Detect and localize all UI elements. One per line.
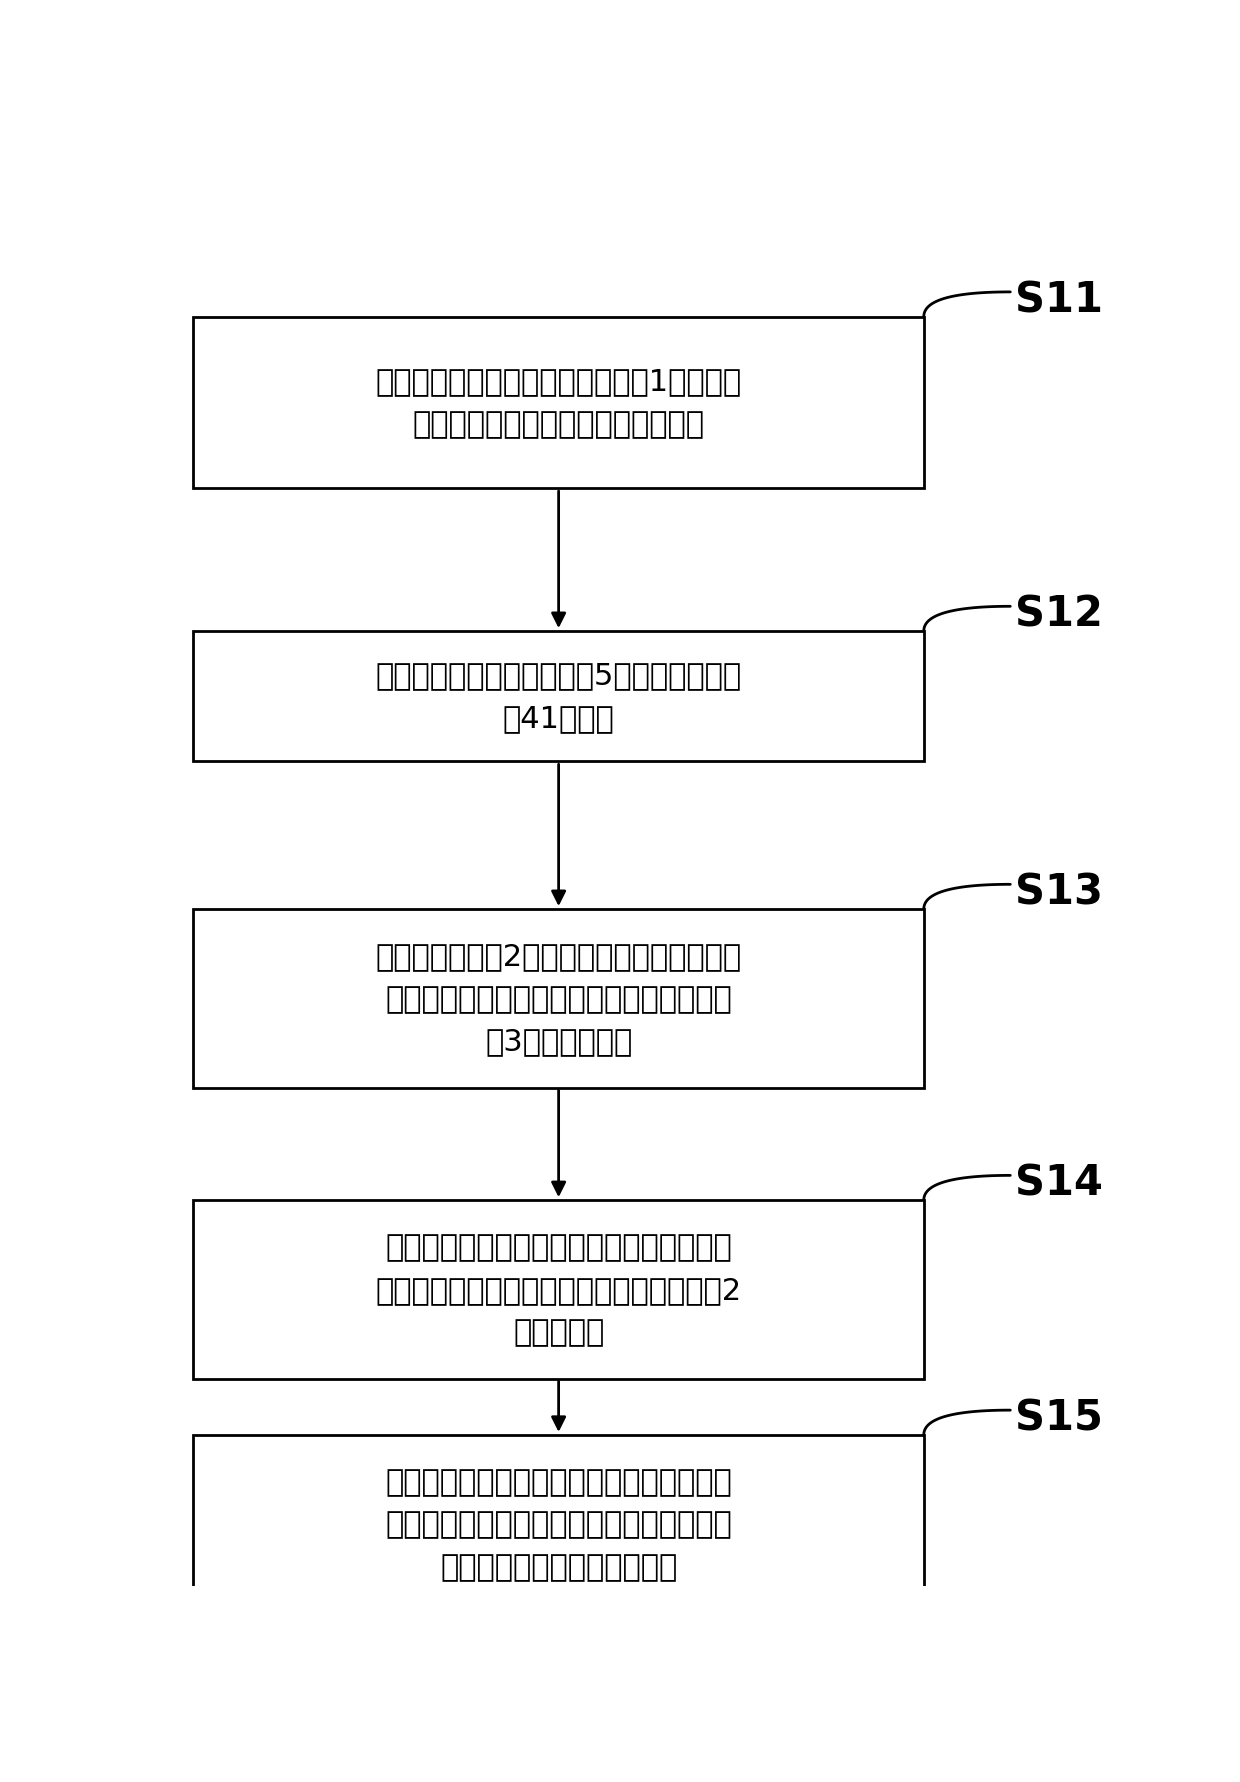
Text: S13: S13 xyxy=(1016,871,1104,912)
Text: 按照设定的频率步进，在起始频率的基础上
进行迭代，设置其余测试频率点，重复上述
测试过程，直至达到终止频率: 按照设定的频率步进，在起始频率的基础上 进行迭代，设置其余测试频率点，重复上述 … xyxy=(386,1467,732,1581)
Bar xyxy=(193,631,924,763)
Text: S11: S11 xyxy=(1016,280,1104,321)
Text: 交流正弦信号通过传输单元5，在第一匹配单
元41处消耗: 交流正弦信号通过传输单元5，在第一匹配单 元41处消耗 xyxy=(376,661,742,732)
Bar xyxy=(193,317,924,488)
Text: S15: S15 xyxy=(1016,1397,1102,1438)
Text: 选择测试频率点，设置信号发生器1输出未加
调制、特定频率的交流正弦信号激励: 选择测试频率点，设置信号发生器1输出未加 调制、特定频率的交流正弦信号激励 xyxy=(376,367,742,438)
Text: 对照同一频率点接收到的输出信号电平与发
射的输入信号电平的差值，计算容性耦合钳2
的插入损耗: 对照同一频率点接收到的输出信号电平与发 射的输入信号电平的差值，计算容性耦合钳2… xyxy=(376,1233,742,1347)
Bar xyxy=(193,1201,924,1379)
Bar xyxy=(193,909,924,1087)
Text: S12: S12 xyxy=(1016,593,1102,634)
Text: 通过容性耦合钳2上的分布电容对传输的干扰
信号进行耦合并产生感应电压，利用测量单
元3接收射频能量: 通过容性耦合钳2上的分布电容对传输的干扰 信号进行耦合并产生感应电压，利用测量单… xyxy=(376,941,742,1057)
Bar xyxy=(193,1435,924,1613)
Text: S14: S14 xyxy=(1016,1162,1102,1205)
